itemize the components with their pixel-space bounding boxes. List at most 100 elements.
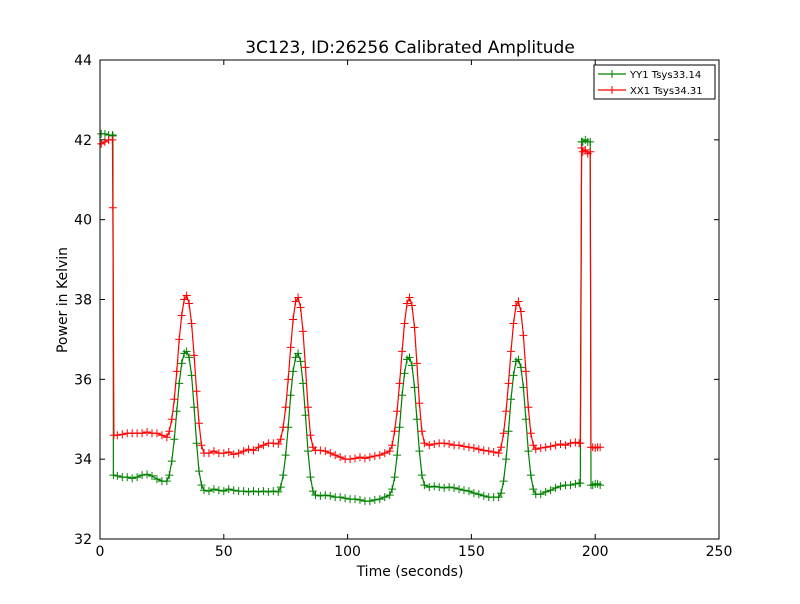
data-point-marker: [170, 395, 179, 404]
data-point-marker: [417, 427, 426, 436]
legend-label: XX1 Tsys34.31: [630, 86, 703, 97]
data-point-marker: [519, 331, 528, 340]
data-point-marker: [264, 487, 273, 496]
data-point-marker: [407, 361, 416, 370]
data-point-marker: [281, 451, 290, 460]
data-point-marker: [412, 359, 421, 368]
data-point-marker: [546, 442, 555, 451]
data-point-marker: [185, 299, 194, 308]
data-point-marker: [566, 481, 575, 490]
data-point-marker: [167, 415, 176, 424]
data-point-marker: [393, 407, 402, 416]
data-point-marker: [410, 383, 419, 392]
data-point-marker: [516, 307, 525, 316]
data-point-marker: [469, 443, 478, 452]
data-point-marker: [499, 477, 508, 486]
data-point-marker: [450, 483, 459, 492]
data-point-marker: [244, 487, 253, 496]
data-point-marker: [586, 147, 595, 156]
data-point-marker: [403, 299, 412, 308]
x-axis-label: Time (seconds): [356, 564, 464, 580]
data-point-marker: [375, 495, 384, 504]
data-point-marker: [504, 427, 513, 436]
data-point-marker: [497, 443, 506, 452]
data-point-marker: [336, 453, 345, 462]
data-point-marker: [152, 429, 161, 438]
data-point-marker: [197, 441, 206, 450]
data-point-marker: [400, 369, 409, 378]
legend: YY1 Tsys33.14 XX1 Tsys34.31: [593, 64, 716, 100]
data-point-marker: [284, 375, 293, 384]
data-point-marker: [531, 445, 540, 454]
data-point-marker: [596, 481, 605, 490]
data-point-marker: [445, 483, 454, 492]
data-point-marker: [455, 441, 464, 450]
data-point-marker: [514, 355, 523, 364]
data-point-marker: [509, 319, 518, 328]
chart-title: 3C123, ID:26256 Calibrated Amplitude: [245, 38, 575, 58]
data-point-marker: [509, 371, 518, 380]
data-point-marker: [209, 447, 218, 456]
data-point-marker: [326, 449, 335, 458]
x-tick-label: 100: [334, 544, 361, 560]
data-point-marker: [586, 137, 595, 146]
data-point-marker: [143, 428, 152, 437]
data-point-marker: [249, 487, 258, 496]
data-point-marker: [365, 497, 374, 506]
data-point-marker: [197, 481, 206, 490]
data-point-marker: [425, 441, 434, 450]
data-point-marker: [425, 483, 434, 492]
data-point-marker: [551, 441, 560, 450]
data-point-marker: [276, 483, 285, 492]
data-point-marker: [138, 471, 147, 480]
data-point-marker: [162, 433, 171, 442]
data-point-marker: [100, 129, 109, 138]
data-point-marker: [204, 449, 213, 458]
y-tick-label: 36: [74, 372, 92, 388]
data-point-marker: [556, 482, 565, 491]
legend-marker: [608, 70, 616, 78]
data-point-marker: [229, 450, 238, 459]
data-point-marker: [385, 491, 394, 500]
data-point-marker: [113, 471, 122, 480]
data-point-marker: [172, 367, 181, 376]
data-point-marker: [479, 446, 488, 455]
data-point-marker: [108, 203, 117, 212]
data-point-marker: [388, 441, 397, 450]
data-point-marker: [299, 327, 308, 336]
data-point-marker: [360, 454, 369, 463]
y-tick-label: 42: [74, 133, 92, 149]
data-point-marker: [279, 471, 288, 480]
data-point-marker: [244, 445, 253, 454]
data-point-marker: [385, 447, 394, 456]
data-point-marker: [445, 439, 454, 448]
data-point-marker: [195, 467, 204, 476]
data-point-marker: [294, 349, 303, 358]
data-point-marker: [410, 323, 419, 332]
data-point-marker: [299, 379, 308, 388]
data-point-marker: [521, 367, 530, 376]
data-point-marker: [577, 143, 586, 152]
data-point-marker: [346, 455, 355, 464]
x-tick-label: 200: [582, 544, 609, 560]
data-point-marker: [341, 494, 350, 503]
data-point-marker: [192, 387, 201, 396]
data-point-marker: [507, 395, 516, 404]
data-point-marker: [190, 351, 199, 360]
data-point-marker: [279, 423, 288, 432]
data-point-marker: [219, 487, 228, 496]
legend-label: YY1 Tsys33.14: [629, 70, 701, 81]
data-point-marker: [400, 319, 409, 328]
data-point-marker: [109, 471, 118, 480]
data-point-marker: [274, 439, 283, 448]
data-point-marker: [398, 391, 407, 400]
data-point-marker: [479, 491, 488, 500]
data-point-marker: [526, 471, 535, 480]
data-point-marker: [326, 491, 335, 500]
data-point-marker: [351, 495, 360, 504]
x-tick-label: 250: [706, 544, 733, 560]
data-point-marker: [526, 429, 535, 438]
data-point-marker: [596, 443, 605, 452]
data-point-marker: [489, 447, 498, 456]
data-point-marker: [214, 486, 223, 495]
